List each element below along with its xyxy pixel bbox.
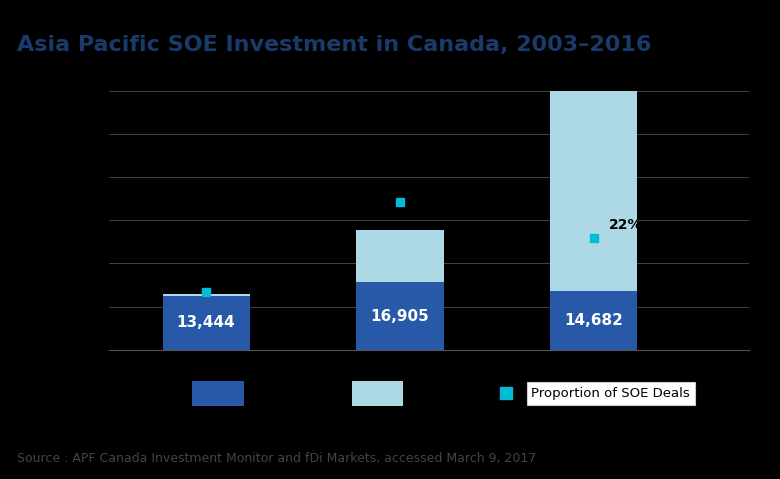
Bar: [550, 91, 637, 291]
Bar: [550, 291, 637, 350]
Bar: [353, 381, 403, 406]
Text: 22%: 22%: [609, 218, 643, 232]
Bar: [356, 283, 444, 350]
Text: 16,905: 16,905: [370, 308, 429, 323]
Bar: [193, 381, 243, 406]
Text: Source : APF Canada Investment Monitor and fDi Markets, accessed March 9, 2017: Source : APF Canada Investment Monitor a…: [17, 452, 537, 465]
Text: 14,682: 14,682: [564, 313, 623, 328]
Bar: [356, 230, 444, 283]
Text: Asia Pacific SOE Investment in Canada, 2003–2016: Asia Pacific SOE Investment in Canada, 2…: [17, 35, 651, 55]
Bar: [162, 296, 250, 350]
Text: 13,444: 13,444: [177, 315, 236, 331]
Text: Proportion of SOE Deals: Proportion of SOE Deals: [531, 387, 690, 400]
Bar: [162, 294, 250, 296]
